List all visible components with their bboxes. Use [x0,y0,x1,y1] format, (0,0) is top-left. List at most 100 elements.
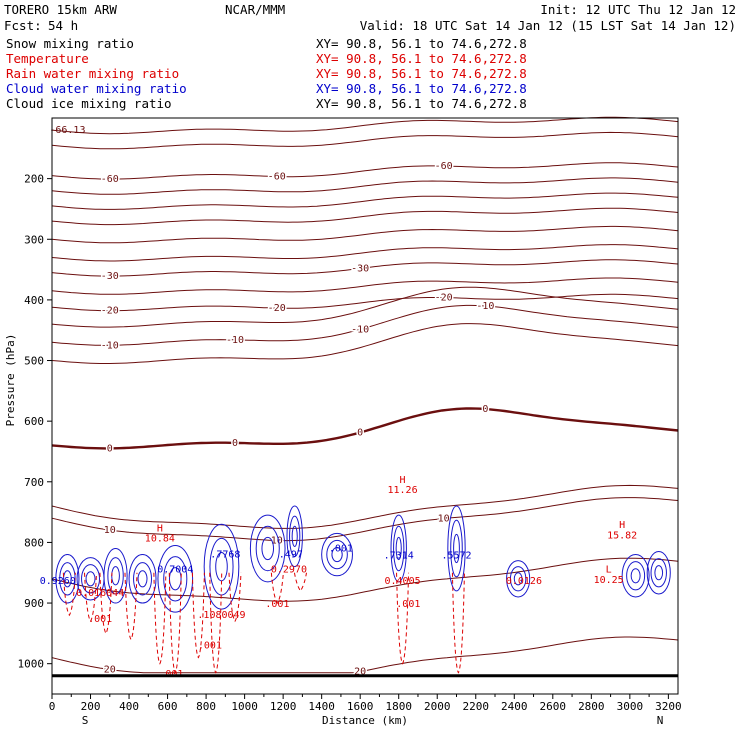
isotherm-label: -20 [268,303,286,314]
x-tick-label: 2400 [501,700,528,713]
contour-annotation: .001 [198,640,222,651]
isotherm-label: 0 [107,443,113,454]
annotations: H11.26H10.84H15.82L10.25.7768.497.001.73… [40,475,637,680]
cloud-water-contour [447,505,466,592]
cloud-water-contour [331,546,343,563]
contour-annotation: L [606,564,612,575]
contour-annotation: 0.2970 [271,564,307,575]
cloud-water-contour [81,564,101,594]
rain-water-contour [99,572,113,635]
y-tick-label: 700 [24,476,44,489]
y-tick-label: 400 [24,294,44,307]
cloud-water-contour [286,505,303,568]
cloud-water-contour [291,525,298,547]
cloud-water-contour [621,554,650,598]
contour-annotation: .7314 [384,551,414,562]
isotherm-line [51,225,679,244]
cloud-water-contour [128,554,157,604]
x-tick-label: 800 [196,700,216,713]
x-tick-label: 600 [158,700,178,713]
legend-label: Temperature [6,51,89,66]
rain-water-contour [124,572,138,641]
cloud-water-contour [249,514,286,583]
cloud-water-contour [63,570,72,588]
cloud-water-contour [650,558,667,588]
cloud-water-contour [203,523,240,610]
cloud-water-contour [133,562,153,596]
cloud-water-contour [630,568,641,584]
cloud-water-contour [157,544,194,613]
cloud-water-contour [261,536,275,561]
cloud-water-contours [55,505,671,613]
legend-label: Cloud ice mixing ratio [6,96,172,111]
cloud-water-contour [289,515,301,558]
isotherm-label: -20 [435,293,453,304]
legend-coords: XY= 90.8, 56.1 to 74.6,272.8 [316,96,527,111]
cloud-water-contour [107,557,124,595]
cloud-water-contour [506,560,531,598]
model-title: TORERO 15km ARW [4,2,117,17]
isotherm-label: -30 [101,271,119,282]
legend-coords: XY= 90.8, 56.1 to 74.6,272.8 [316,81,527,96]
fcst-label: Fcst: [4,18,42,33]
contour-annotation: .001 [88,614,112,625]
isotherm-label: 10 [438,514,450,525]
isotherm-line [51,259,679,277]
valid-time: Valid: 18 UTC Sat 14 Jan 12 (15 LST Sat … [360,18,736,33]
isotherm-line [51,177,679,195]
x-tick-label: 2800 [578,700,605,713]
y-tick-label: 300 [24,233,44,246]
contour-annotation: .001 [265,599,289,610]
rain-water-contour [84,572,98,623]
isotherm-label: 0 [232,438,238,449]
contour-annotation: 15.82 [607,531,637,542]
init-time: Init: 12 UTC Thu 12 Jan 12 [540,2,736,17]
y-tick-label: 200 [24,173,44,186]
y-axis: 200 300 400 500 600 700 800 900 1000 [18,173,52,671]
y-tick-label: 1000 [18,658,45,671]
x-tick-label: 2600 [540,700,567,713]
cloud-water-contour [163,556,188,602]
legend-coords: XY= 90.8, 56.1 to 74.6,272.8 [316,51,527,66]
legend-label: Cloud water mixing ratio [6,81,187,96]
contour-annotation: H [619,520,625,531]
contour-annotation: 10.84 [145,534,175,545]
rain-water-contour [396,572,410,665]
rain-water-contour [270,572,284,604]
contour-annotation: H [400,475,406,486]
legend-coords: XY= 90.8, 56.1 to 74.6,272.8 [316,66,527,81]
x-tick-label: 2200 [463,700,490,713]
legend-coords: XY= 90.8, 56.1 to 74.6,272.8 [316,36,527,51]
rain-water-contour [62,572,76,617]
isotherm-line [51,116,679,135]
isotherm-label: -60 [268,172,286,183]
rain-water-contour [153,572,167,665]
y-axis-label: Pressure (hPa) [4,334,17,427]
contour-annotation: .497 [279,549,303,560]
isotherm-line [51,484,679,529]
x-axis: 0 200 400 600 800 1000 1200 1400 1600 1800 2000 220… [49,694,682,713]
contour-annotation: 11.26 [388,485,418,496]
cloud-water-contour [393,525,405,572]
isotherm-line [51,293,679,312]
isotherm-line [51,244,679,262]
contour-annotation: .5572 [441,551,471,562]
isotherm-line [51,407,679,450]
cloud-water-contour [390,514,407,583]
isotherm-label: 10 [104,525,116,536]
contour-annotation: 0.9260 [40,576,76,587]
cloud-water-contour [654,565,664,581]
isotherm-label: -66.13 [49,125,85,136]
temperature-isotherms: -66.13 -60 -60 -60 -30 -30 -20 -20 -20 -10 -10 -10 -… [49,116,679,679]
x-tick-label: 1000 [231,700,258,713]
contour-annotation: 10.25 [594,575,624,586]
isotherm-line [51,286,679,328]
cloud-water-contour [85,571,96,587]
cloud-water-contour [137,570,148,588]
center-label: NCAR/MMM [225,2,285,17]
legend: Snow mixing ratio XY= 90.8, 56.1 to 74.6,… [6,36,527,111]
isotherm-line [51,304,679,346]
cloud-water-contour [168,567,182,591]
isotherm-line [51,192,679,210]
plot-area: -66.13 -60 -60 -60 -30 -30 -20 -20 -20 -10 -10 -10 -… [40,116,679,695]
